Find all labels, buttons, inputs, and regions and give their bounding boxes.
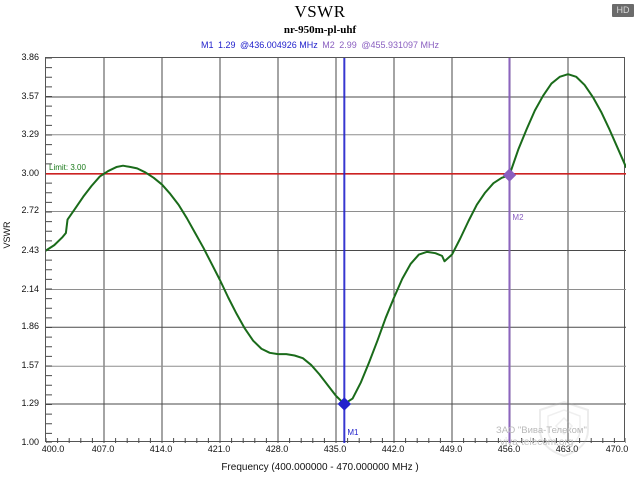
x-tick-label: 421.0 — [207, 444, 231, 454]
x-tick-label: 435.0 — [323, 444, 347, 454]
chart-subtitle: nr-950m-pl-uhf — [283, 24, 357, 36]
x-tick-label: 463.0 — [555, 444, 579, 454]
x-tick-label: 456.0 — [497, 444, 521, 454]
y-tick-label: 1.00 — [21, 437, 39, 447]
m2-readout-freq: @455.931097 MHz — [361, 40, 440, 50]
x-axis-tick-labels: 400.0 407.0 414.0 421.0 428.0 435.0 442.0 449.0… — [41, 444, 629, 458]
x-tick-label: 414.0 — [149, 444, 173, 454]
x-tick-label: 449.0 — [439, 444, 463, 454]
y-tick-label: 2.72 — [21, 205, 39, 216]
y-tick-label: 3.29 — [21, 128, 39, 139]
m2-marker-label: M2 — [512, 213, 524, 223]
page-title: VSWR — [294, 2, 346, 21]
y-tick-label: 3.00 — [21, 167, 39, 178]
m1-readout-value: 1.29 — [218, 40, 236, 50]
y-tick-label: 1.86 — [21, 321, 39, 332]
x-tick-label: 407.0 — [91, 444, 115, 454]
m1-marker-label: M1 — [347, 427, 359, 437]
m2-readout-value: 2.99 — [339, 40, 357, 50]
x-tick-label: 470.0 — [605, 444, 629, 454]
limit-line-label: Limit: 3.00 — [49, 162, 86, 172]
x-tick-label: 428.0 — [265, 444, 289, 454]
y-tick-label: 2.14 — [21, 283, 39, 294]
markers-overlay[interactable] — [46, 58, 626, 443]
y-tick-label: 1.57 — [21, 360, 39, 371]
m2-readout-name: M2 — [322, 40, 335, 50]
y-tick-label: 1.29 — [21, 397, 39, 408]
y-tick-label: 3.57 — [21, 91, 39, 102]
m1-readout-name: M1 — [200, 40, 214, 50]
x-axis-title: Frequency (400.000000 - 470.000000 MHz ) — [221, 462, 419, 473]
x-tick-label: 442.0 — [381, 444, 405, 454]
y-axis-tick-labels: 1.00 1.29 1.57 1.86 2.14 2.43 2.72 3.00 3.29 3.57… — [0, 52, 42, 447]
vswr-trace — [46, 73, 626, 405]
marker-readout-bar: M1 1.29 @436.004926 MHz M2 2.99 @455.931… — [0, 40, 640, 50]
y-tick-label: 2.43 — [21, 244, 39, 255]
y-tick-label: 3.86 — [21, 52, 39, 62]
hd-quality-badge[interactable]: HD — [612, 4, 634, 17]
y-axis-title: VSWR — [2, 221, 12, 249]
plot-area[interactable]: Limit: 3.00 M1 M2 — [45, 57, 626, 443]
x-tick-label: 400.0 — [41, 444, 65, 454]
m1-readout-freq: @436.004926 MHz — [240, 40, 318, 50]
